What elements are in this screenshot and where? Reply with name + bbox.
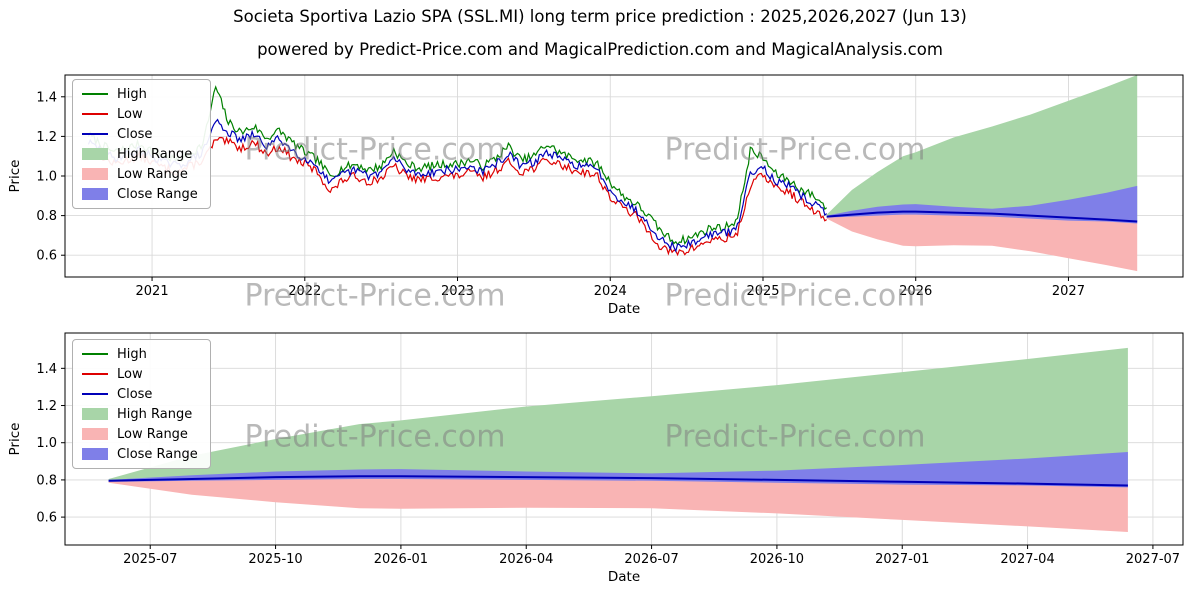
x-tick-label: 2027: [1052, 284, 1085, 299]
y-tick-label: 1.0: [36, 436, 57, 451]
legend-label: Low Range: [117, 426, 188, 442]
page-title: Societa Sportiva Lazio SPA (SSL.MI) long…: [233, 7, 967, 26]
high-history-line: [87, 85, 828, 246]
legend-item: High Range: [82, 146, 198, 162]
low-range-band: [108, 476, 1128, 532]
close-history-line: [87, 118, 828, 253]
x-tick-label: 2024: [594, 284, 627, 299]
low-range-swatch: [82, 168, 108, 180]
y-tick-label: 1.2: [36, 399, 57, 414]
chart-1: 2025-07 2025-10 2026-01 2026-04 2026-07 2026-…: [36, 332, 1184, 567]
high-line-swatch: [82, 353, 108, 355]
legend-label: Close: [117, 386, 153, 402]
axes-frame: [64, 332, 1184, 546]
legend-item: Close: [82, 126, 198, 142]
y-tick-label: 0.6: [36, 511, 57, 526]
legend-label: Low: [117, 106, 143, 122]
y-tick-label: 1.0: [36, 170, 57, 185]
y-tick-label: 0.8: [36, 473, 57, 488]
close-range-band: [108, 452, 1128, 488]
close-line-swatch: [82, 133, 108, 135]
legend-item: Low: [82, 366, 198, 382]
x-tick-label: 2025-07: [123, 552, 177, 567]
x-tick-label: 2025: [746, 284, 779, 299]
data-layer: [87, 75, 1138, 272]
legend-item: Close Range: [82, 446, 198, 462]
legend-item: Close Range: [82, 186, 198, 202]
x-axis-label-top: Date: [607, 301, 641, 317]
legend-item: Low: [82, 106, 198, 122]
x-tick-label: 2027-01: [875, 552, 929, 567]
close-line-swatch: [82, 393, 108, 395]
legend-label: Close Range: [117, 446, 198, 462]
y-tick-label: 0.8: [36, 209, 57, 224]
x-tick-label: 2023: [441, 284, 474, 299]
low-history-line: [88, 135, 828, 257]
low-range-band: [826, 211, 1138, 272]
y-tick-label: 1.4: [36, 362, 57, 377]
y-tick-label: 1.2: [36, 130, 57, 145]
x-tick-label: 2026-04: [499, 552, 553, 567]
legend-item: High: [82, 346, 198, 362]
x-tick-label: 2021: [136, 284, 169, 299]
forecast-close-line: [108, 475, 1128, 487]
legend-label: Close Range: [117, 186, 198, 202]
x-tick-label: 2022: [288, 284, 321, 299]
low-range-swatch: [82, 428, 108, 440]
legend-item: Low Range: [82, 166, 198, 182]
close-range-swatch: [82, 448, 108, 460]
high-range-swatch: [82, 408, 108, 420]
legend-top-chart: High Low Close High Range Low Range Close Ran…: [72, 79, 211, 209]
legend-label: High: [117, 346, 147, 362]
tick-labels: 2025-07 2025-10 2026-01 2026-04 2026-07 2026-…: [36, 362, 1180, 567]
x-tick-label: 2027-04: [1000, 552, 1054, 567]
legend-label: High Range: [117, 146, 193, 162]
x-tick-label: 2026-10: [750, 552, 804, 567]
y-tick-label: 0.6: [36, 249, 57, 264]
legend-item: High Range: [82, 406, 198, 422]
legend-label: Low: [117, 366, 143, 382]
x-tick-label: 2026-01: [374, 552, 428, 567]
close-range-band: [826, 185, 1138, 224]
legend-label: High: [117, 86, 147, 102]
y-axis-label-top: Price: [7, 159, 23, 193]
y-tick-label: 1.4: [36, 90, 57, 105]
legend-bottom-chart: High Low Close High Range Low Range Close Ran…: [72, 339, 211, 469]
chart-0: 2021 2022 2023 2024 2025 2026 2027 0.6 0.8 1.0 1.2…: [36, 74, 1184, 299]
legend-item: Low Range: [82, 426, 198, 442]
low-line-swatch: [82, 373, 108, 375]
high-range-swatch: [82, 148, 108, 160]
legend-item: Close: [82, 386, 198, 402]
close-range-swatch: [82, 188, 108, 200]
x-tick-label: 2026: [899, 284, 932, 299]
tick-labels: 2021 2022 2023 2024 2025 2026 2027 0.6 0.8 1.0 1.2…: [36, 90, 1085, 299]
high-range-band: [108, 347, 1128, 486]
x-tick-label: 2027-07: [1126, 552, 1180, 567]
x-tick-label: 2026-07: [624, 552, 678, 567]
low-line-swatch: [82, 113, 108, 115]
legend-label: Close: [117, 126, 153, 142]
high-line-swatch: [82, 93, 108, 95]
x-tick-label: 2025-10: [248, 552, 302, 567]
legend-item: High: [82, 86, 198, 102]
legend-label: Low Range: [117, 166, 188, 182]
y-axis-label-bottom: Price: [7, 422, 23, 456]
data-layer: [108, 347, 1128, 532]
page-subtitle: powered by Predict-Price.com and Magical…: [257, 40, 943, 59]
forecast-close-line: [826, 210, 1138, 223]
high-range-band: [826, 75, 1138, 222]
legend-label: High Range: [117, 406, 193, 422]
x-axis-label-bottom: Date: [607, 569, 641, 585]
